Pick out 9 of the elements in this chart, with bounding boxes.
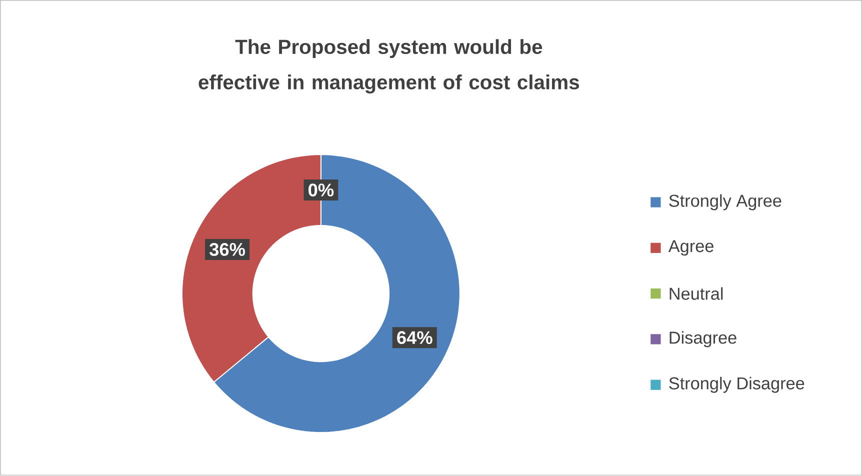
- legend-label: Strongly Disagree: [669, 377, 804, 394]
- legend-label: Strongly Agree: [669, 194, 782, 210]
- text: 0%: [308, 184, 334, 197]
- data-label: 64%: [397, 331, 432, 344]
- legend-label: Disagree: [670, 331, 736, 348]
- legend-label: Agree: [668, 240, 714, 256]
- data-label: 36%: [209, 243, 245, 256]
- chart-title: The Proposed system would be effective in management of cost claims: [198, 39, 579, 94]
- legend-label: Neutral: [670, 287, 723, 300]
